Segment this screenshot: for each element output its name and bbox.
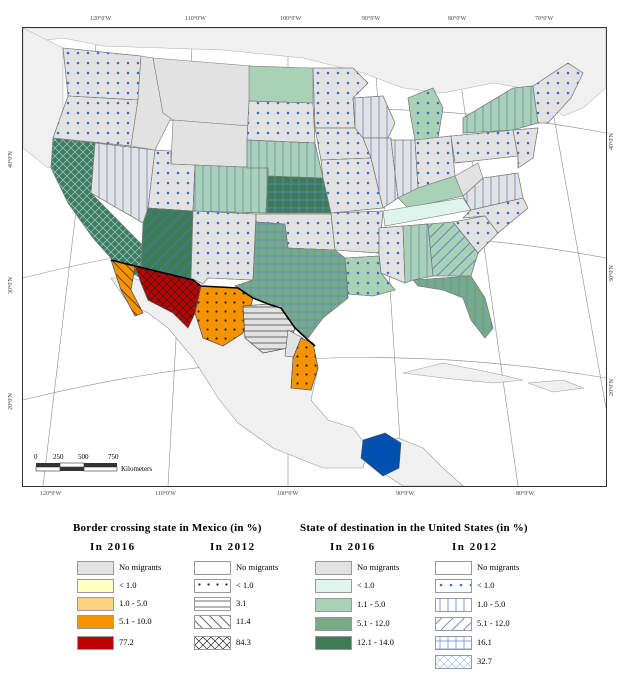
legend-swatch-us2016-1-5 xyxy=(315,598,352,612)
legend-label-mx2012-3-1: 3.1 xyxy=(236,598,247,608)
lon-label-90w-top: 90°0'W xyxy=(362,16,381,22)
legend-mexico-title: Border crossing state in Mexico (in %) xyxy=(73,522,262,534)
legend-label-us2012-lt1: < 1.0 xyxy=(477,580,495,590)
legend-mexico-2012-header: In 2012 xyxy=(210,541,256,553)
legend-label-us2016-no-migrants: No migrants xyxy=(357,562,400,572)
legend-label-mx2012-lt1: < 1.0 xyxy=(236,580,254,590)
legend-swatch-mx2012-3-1 xyxy=(194,597,231,611)
lon-label-120w-top: 120°0'W xyxy=(90,16,112,22)
legend-mexico-2016-header: In 2016 xyxy=(90,541,136,553)
legend-swatch-us2016-5-12 xyxy=(315,617,352,631)
scale-tick-500: 500 xyxy=(78,453,89,461)
legend-swatch-us2012-16-1 xyxy=(435,636,472,650)
legend-label-mx2012-11-4: 11.4 xyxy=(236,616,251,626)
map-frame: 0 250 500 750 Kilometers xyxy=(22,27,607,487)
legend-swatch-mx2016-no-migrants xyxy=(77,561,114,575)
legend-swatch-mx2012-lt1 xyxy=(194,579,231,593)
legend-label-us2012-5-12: 5.1 - 12.0 xyxy=(477,618,510,628)
scale-tick-0: 0 xyxy=(34,453,38,461)
legend-label-us2016-5-12: 5.1 - 12.0 xyxy=(357,618,390,628)
map-svg xyxy=(23,28,606,486)
legend-us-title: State of destination in the United State… xyxy=(300,522,528,534)
lat-label-30n-left: 30°0'N xyxy=(8,277,14,294)
legend-label-us2012-32-7: 32.7 xyxy=(477,656,492,666)
legend-swatch-us2012-32-7 xyxy=(435,655,472,669)
legend-label-mx2016-lt1: < 1.0 xyxy=(119,580,137,590)
legend-label-us2016-1-5: 1.1 - 5.0 xyxy=(357,599,386,609)
legend-us-2012-header: In 2012 xyxy=(452,541,498,553)
scale-tick-250: 250 xyxy=(53,453,64,461)
lon-label-80w-top: 80°0'W xyxy=(448,16,467,22)
legend-label-mx2016-77: 77.2 xyxy=(119,637,134,647)
state-wyoming xyxy=(170,119,250,169)
legend-label-mx2016-no-migrants: No migrants xyxy=(119,562,162,572)
state-north-dakota xyxy=(248,65,314,104)
legend-swatch-us2016-no-migrants xyxy=(315,561,352,575)
state-west-virginia xyxy=(454,162,484,197)
lon-label-90w-bottom: 90°0'W xyxy=(396,491,415,497)
scale-bar xyxy=(35,462,118,472)
legend-label-mx2016-1-5: 1.0 - 5.0 xyxy=(119,598,148,608)
state-montana xyxy=(152,57,252,127)
legend-swatch-mx2016-5-10 xyxy=(77,615,114,629)
cuba xyxy=(402,362,524,384)
legend-swatch-mx2012-84-3 xyxy=(194,636,231,650)
legend-label-mx2016-5-10: 5.1 - 10.0 xyxy=(119,616,152,626)
legend-swatch-us2016-lt1 xyxy=(315,579,352,593)
legend-swatch-us2012-5-12 xyxy=(435,617,472,631)
lat-label-40n-left: 40°0'N xyxy=(8,151,14,168)
legend-label-us2016-lt1: < 1.0 xyxy=(357,580,375,590)
lat-label-20n-left: 20°0'N xyxy=(8,393,14,410)
lat-label-30n-right: 30°0'N xyxy=(609,265,615,282)
lon-label-80w-bottom: 80°0'W xyxy=(516,491,535,497)
legend-swatch-us2012-1-5 xyxy=(435,598,472,612)
lat-label-40n-right: 40°0'N xyxy=(609,133,615,150)
legend-swatch-mx2012-no-migrants xyxy=(194,561,231,575)
mexico-states xyxy=(110,259,402,477)
hispaniola xyxy=(527,379,585,393)
legend-label-mx2012-84-3: 84.3 xyxy=(236,637,251,647)
lon-label-70w-top: 70°0'W xyxy=(535,16,554,22)
lon-label-120w-bottom: 120°0'W xyxy=(40,491,62,497)
us-mexico-border xyxy=(110,259,316,347)
legend-label-us2016-12-14: 12.1 - 14.0 xyxy=(357,637,394,647)
legend-swatch-mx2012-11-4 xyxy=(194,615,231,629)
lat-label-20n-right: 20°0'N xyxy=(609,379,615,396)
legend-label-us2012-1-5: 1.0 - 5.0 xyxy=(477,599,506,609)
scale-tick-750: 750 xyxy=(108,453,119,461)
legend-swatch-mx2016-lt1 xyxy=(77,579,114,593)
canada-region xyxy=(23,28,606,117)
legend-swatch-mx2016-1-5 xyxy=(77,597,114,611)
legend-swatch-us2012-lt1 xyxy=(435,579,472,593)
legend-swatch-mx2016-77 xyxy=(77,636,114,650)
legend-label-us2012-no-migrants: No migrants xyxy=(477,562,520,572)
legend-label-us2012-16-1: 16.1 xyxy=(477,637,492,647)
state-chiapas xyxy=(360,432,402,477)
legend-swatch-us2016-12-14 xyxy=(315,636,352,650)
lon-label-110w-top: 110°0'W xyxy=(185,16,206,22)
legend-label-mx2012-no-migrants: No migrants xyxy=(236,562,279,572)
scale-unit-label: Kilometers xyxy=(121,465,153,473)
lon-label-110w-bottom: 110°0'W xyxy=(155,491,176,497)
lon-label-100w-bottom: 100°0'W xyxy=(277,491,299,497)
lon-label-100w-top: 100°0'W xyxy=(280,16,302,22)
legend-swatch-us2012-no-migrants xyxy=(435,561,472,575)
us-states xyxy=(50,47,584,339)
legend-us-2016-header: In 2016 xyxy=(330,541,376,553)
